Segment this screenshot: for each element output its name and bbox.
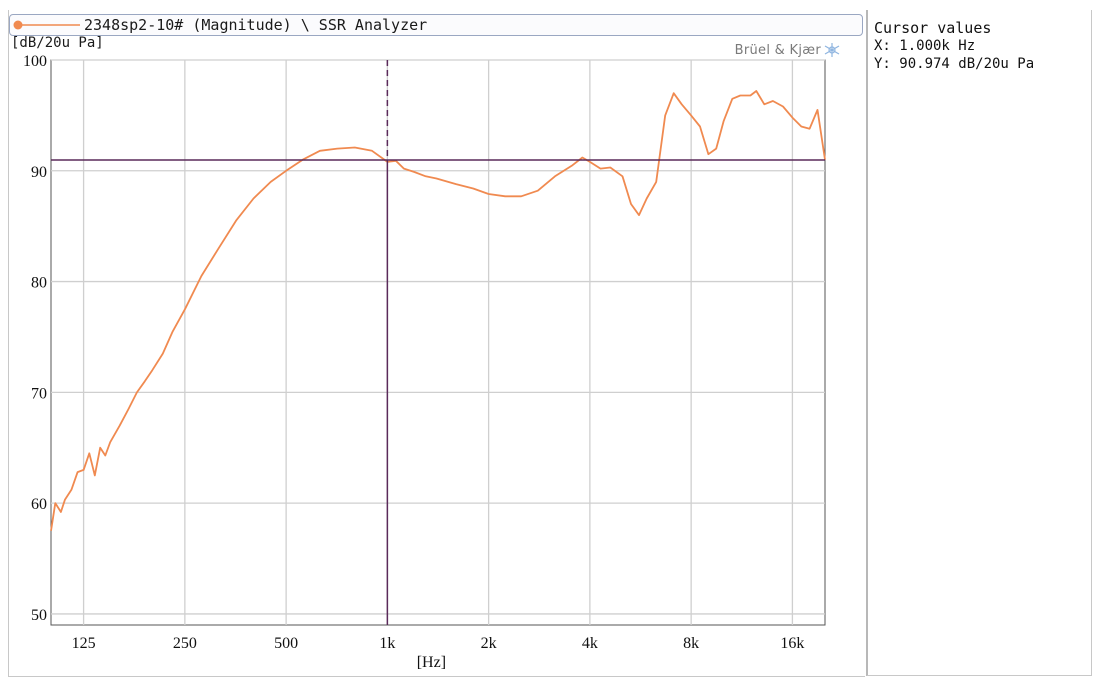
x-tick-label: 2k <box>481 635 497 652</box>
brand-logo-icon <box>824 43 840 57</box>
legend-bar[interactable]: 2348sp2-10# (Magnitude) \ SSR Analyzer <box>9 14 863 36</box>
y-axis-unit-label: [dB/20u Pa] <box>11 35 104 51</box>
cursor-values-panel: Cursor values X: 1.000k Hz Y: 90.974 dB/… <box>866 10 1092 676</box>
cursor-values-title: Cursor values <box>874 19 992 37</box>
x-tick-label: 16k <box>780 635 804 652</box>
y-tick-label: 50 <box>31 607 47 624</box>
legend-swatch-icon <box>13 20 80 30</box>
plot-area <box>50 59 826 626</box>
x-axis-label: [Hz] <box>417 654 446 671</box>
y-tick-label: 100 <box>23 53 47 70</box>
y-tick-label: 60 <box>31 496 47 513</box>
magnitude-curve <box>50 90 826 531</box>
x-tick-label: 250 <box>173 635 197 652</box>
x-tick-label: 1k <box>379 635 395 652</box>
brand-name: Brüel & Kjær <box>734 43 821 58</box>
legend-series-label: 2348sp2-10# (Magnitude) \ SSR Analyzer <box>84 16 428 34</box>
y-tick-label: 80 <box>31 275 47 292</box>
cursor-x-value: X: 1.000k Hz <box>874 38 976 54</box>
magnitude-chart: 125 250 500 1k 2k 4k 8k 16k 50 60 70 80 90 100 [Hz] <box>23 53 826 671</box>
y-tick-label: 90 <box>31 164 47 181</box>
x-tick-label: 500 <box>274 635 298 652</box>
x-tick-label: 8k <box>683 635 699 652</box>
chart-panel: 125 250 500 1k 2k 4k 8k 16k 50 60 70 80 90 100 [Hz] 23… <box>8 10 865 677</box>
cursor-y-value: Y: 90.974 dB/20u Pa <box>874 56 1035 72</box>
x-tick-label: 4k <box>582 635 598 652</box>
y-tick-label: 70 <box>31 385 47 402</box>
x-tick-label: 125 <box>72 635 96 652</box>
